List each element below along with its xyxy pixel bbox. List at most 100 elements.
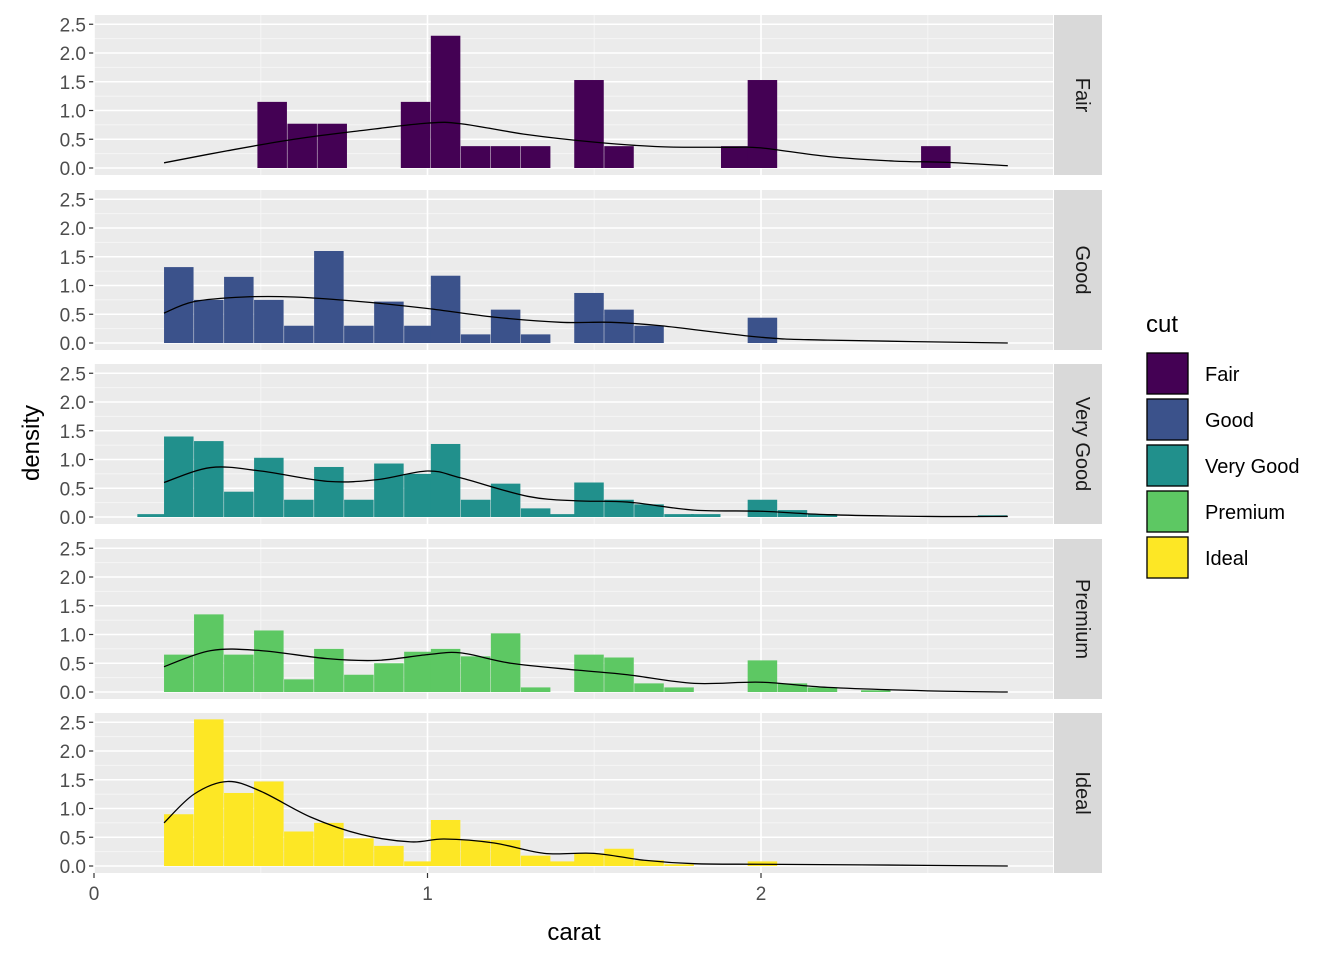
x-tick-label: 1 [422,884,433,905]
facet-strip-label: Very Good [1071,397,1093,492]
histogram-bar [164,814,194,866]
y-tick-label: 2.0 [60,393,86,414]
histogram-bar [257,101,287,168]
histogram-bar [634,860,664,866]
histogram-bar [164,267,194,343]
histogram-bar [490,146,521,168]
histogram-bar [664,864,694,866]
y-tick-label: 1.0 [60,800,86,821]
y-tick-label: 1.5 [60,771,86,792]
histogram-bar [254,781,284,866]
histogram-bar [604,848,634,866]
histogram-bar [547,861,578,866]
histogram-bar [807,687,838,692]
legend-item-ideal: Ideal [1146,536,1248,579]
facet-strip [1054,539,1102,699]
histogram-bar [460,840,491,866]
histogram-bar [460,146,491,168]
x-axis-title: carat [547,919,601,946]
density-curve [163,466,1008,518]
y-tick-label: 0.5 [60,305,86,326]
density-curve [163,295,1008,344]
y-tick-label: 2.5 [60,539,86,560]
panel-background [94,190,1053,350]
histogram-bar [314,466,344,517]
facet-strip [1054,15,1102,175]
histogram-bar [460,334,491,343]
y-tick-label: 1.0 [60,626,86,647]
y-tick-label: 0.0 [60,683,86,704]
histogram-bar [404,473,434,517]
facet-strip-label: Good [1071,246,1093,295]
histogram-bar [664,687,694,692]
legend-label: Very Good [1205,456,1300,478]
y-tick-label: 1.5 [60,248,86,269]
histogram-bar [604,309,634,343]
y-tick-label: 0.5 [60,479,86,500]
legend-label: Good [1205,410,1254,432]
histogram-bar [344,325,374,343]
facet-panel-premium: 0.0 0.5 1.0 1.5 2.0 2.5 Premium [60,539,1102,704]
histogram-bar [490,840,521,866]
y-tick-label: 0.5 [60,828,86,849]
panel-background [94,713,1053,873]
histogram-bar [137,514,167,517]
histogram-bar [777,683,808,692]
histogram-bar [547,514,578,517]
histogram-bar [430,443,461,517]
legend-swatch [1146,490,1189,533]
density-curve [163,121,1008,167]
histogram-bar [430,648,461,692]
histogram-bar [720,146,751,168]
facet-panels: 0.0 0.5 1.0 1.5 2.0 2.5 Fair 0.0 0.5 1.0 1.5 2.0 2.5… [60,15,1102,878]
histogram-bar [224,792,254,866]
facet-strip [1054,190,1102,350]
y-tick-label: 2.0 [60,219,86,240]
histogram-bar [374,463,404,517]
histogram-bar [747,317,778,343]
y-tick-label: 0.5 [60,130,86,151]
histogram-bar [430,820,461,866]
histogram-bar [404,651,434,692]
histogram-bar [490,483,521,517]
facet-strip [1054,713,1102,873]
histogram-bar [520,146,551,168]
histogram-bar [317,123,347,168]
legend-item-good: Good [1146,398,1254,441]
y-tick-label: 2.5 [60,190,86,211]
legend-swatch [1146,398,1189,441]
histogram-bar [344,838,374,866]
histogram-bar [861,690,891,692]
histogram-bar [374,301,404,343]
histogram-bar [921,146,951,168]
histogram-bar [254,299,284,343]
panel-background [94,15,1053,175]
histogram-bar [747,499,778,517]
histogram-bar [404,325,434,343]
histogram-bar [520,855,551,866]
facet-strip-label: Fair [1071,78,1093,113]
legend-title: cut [1146,311,1178,338]
histogram-bar [807,514,838,517]
y-tick-label: 1.5 [60,597,86,618]
facet-panel-fair: 0.0 0.5 1.0 1.5 2.0 2.5 Fair [60,15,1102,180]
density-curve [163,780,1008,867]
histogram-bar [404,861,434,866]
y-tick-label: 0.0 [60,857,86,878]
histogram-bar [374,845,404,866]
histogram-bar [254,630,284,692]
y-tick-label: 1.5 [60,422,86,443]
legend-label: Premium [1205,502,1285,524]
legend-item-very-good: Very Good [1146,444,1300,487]
y-tick-label: 2.5 [60,15,86,36]
histogram-bar [194,719,224,866]
histogram-bar [520,334,551,343]
histogram-bar [574,853,604,866]
legend-label: Ideal [1205,548,1248,570]
histogram-bar [284,325,314,343]
histogram-bar [604,499,634,517]
legend-item-fair: Fair [1146,352,1240,395]
facet-panel-good: 0.0 0.5 1.0 1.5 2.0 2.5 Good [60,190,1102,355]
histogram-bar [284,679,314,692]
